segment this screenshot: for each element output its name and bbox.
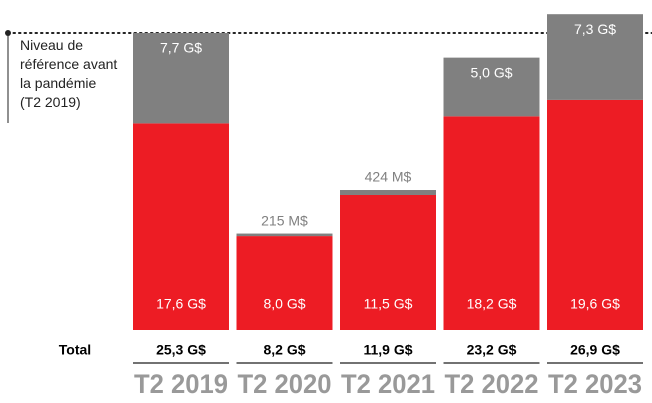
bar-segment: [340, 194, 436, 330]
bar-segment: [133, 123, 229, 330]
value-label: 18,2 G$: [467, 296, 517, 312]
value-label: 424 M$: [365, 169, 412, 185]
bar-segment: [443, 116, 540, 330]
bar-segment: [547, 99, 643, 330]
bar-segment: [340, 190, 436, 195]
total-label: 11,9 G$: [363, 342, 412, 358]
total-label: 25,3 G$: [156, 342, 206, 358]
x-tick-label: T2 2023: [548, 369, 642, 399]
value-label: 8,0 G$: [263, 296, 305, 312]
value-label: 215 M$: [261, 212, 308, 228]
x-tick-label: T2 2021: [341, 369, 435, 399]
x-tick-label: T2 2019: [134, 369, 228, 399]
value-label: 5,0 G$: [470, 64, 512, 80]
total-label: 26,9 G$: [570, 342, 620, 358]
value-label: 7,3 G$: [574, 21, 616, 37]
bar-segment: [236, 233, 333, 237]
value-label: 17,6 G$: [156, 296, 206, 312]
reference-label: Niveau de référence avant la pandémie (T…: [20, 37, 118, 110]
x-tick-label: T2 2022: [445, 369, 539, 399]
value-label: 19,6 G$: [570, 296, 620, 312]
x-tick-label: T2 2020: [238, 369, 332, 399]
value-label: 11,5 G$: [364, 296, 413, 312]
total-label: 23,2 G$: [467, 342, 517, 358]
bar-segment: [547, 14, 643, 100]
bar-segment: [443, 57, 540, 117]
bar-segment: [236, 236, 333, 330]
total-label: 8,2 G$: [263, 342, 305, 358]
total-heading: Total: [59, 342, 91, 358]
bar-segment: [133, 32, 229, 124]
value-label: 7,7 G$: [160, 40, 202, 56]
